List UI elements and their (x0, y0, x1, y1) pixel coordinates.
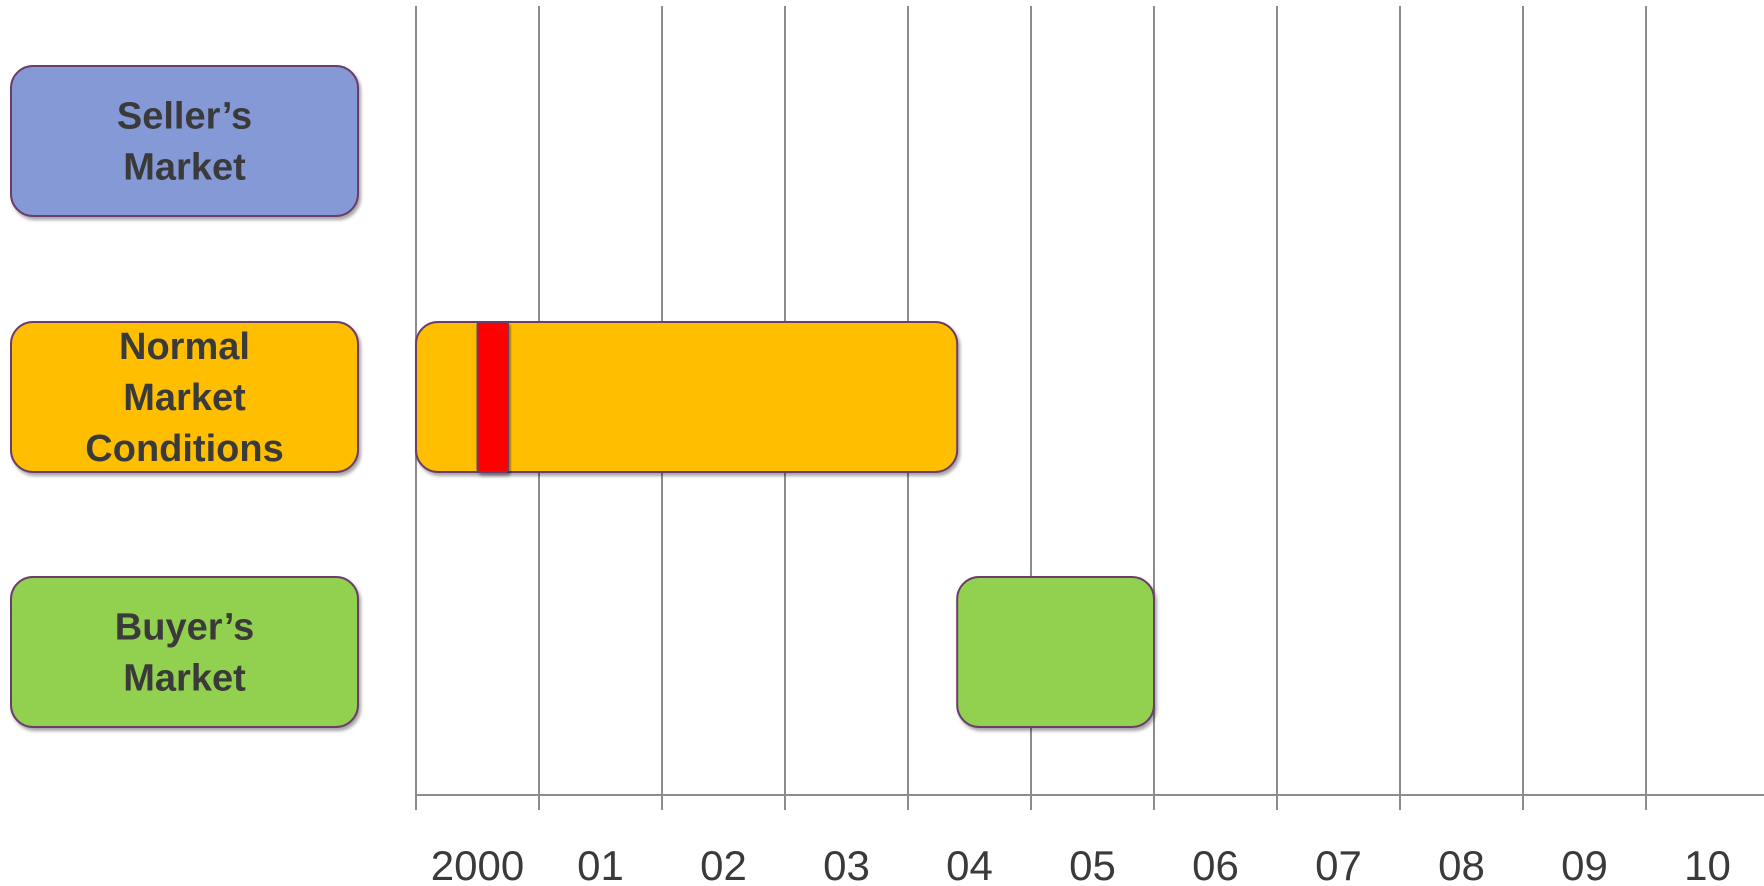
category-label-line: Seller’s (117, 96, 252, 138)
timeline-bar (415, 321, 959, 473)
marker-bar (476, 321, 510, 473)
category-box: Normal Market Conditions (10, 321, 359, 473)
x-tick-label: 2000 (431, 842, 524, 886)
x-tick-label: 08 (1438, 842, 1485, 886)
x-axis: 2000 01 02 03 04 05 06 07 08 09 10 (415, 794, 1764, 886)
x-tick-label: 03 (823, 842, 870, 886)
category-label-line: Buyer’s (115, 607, 254, 649)
category-box: Seller’s Market (10, 65, 359, 217)
category-label-line: Market (123, 658, 246, 700)
category-label-line: Normal (119, 326, 250, 368)
x-tick-label: 01 (577, 842, 624, 886)
timeline-bar (956, 576, 1156, 728)
x-tick-label: 02 (700, 842, 747, 886)
category-label-line: Market (123, 147, 246, 189)
timeline-bars (415, 321, 1156, 728)
category-box-shape (10, 321, 359, 473)
x-tick-label: 10 (1684, 842, 1731, 886)
x-tick-label: 06 (1192, 842, 1239, 886)
category-box: Buyer’s Market (10, 576, 359, 728)
x-tick-label: 09 (1561, 842, 1608, 886)
x-tick-label: 04 (946, 842, 993, 886)
category-box-shape (10, 65, 359, 217)
category-label-line: Market (123, 377, 246, 419)
x-tick-label: 05 (1069, 842, 1116, 886)
category-label-line: Conditions (85, 428, 283, 470)
category-boxes: Seller’s Market Normal Market Conditions Buye… (10, 65, 359, 728)
x-tick-label: 07 (1315, 842, 1362, 886)
category-box-shape (10, 576, 359, 728)
